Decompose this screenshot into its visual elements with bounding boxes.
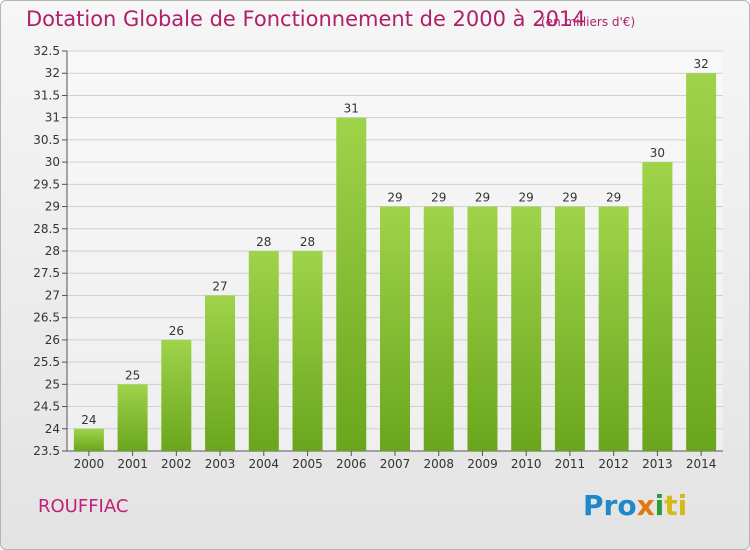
- bar: [73, 428, 104, 451]
- bar-value-label: 29: [431, 191, 446, 205]
- x-tick-label: 2000: [74, 457, 105, 471]
- bar-value-label: 29: [475, 191, 490, 205]
- bar: [161, 339, 192, 451]
- logo-part-2: x: [636, 489, 655, 522]
- bar-value-label: 27: [212, 279, 227, 293]
- bar: [598, 206, 629, 451]
- chart-title: Dotation Globale de Fonctionnement de 20…: [26, 7, 586, 31]
- bar: [511, 206, 542, 451]
- bar-value-label: 31: [344, 102, 359, 116]
- x-tick-label: 2012: [598, 457, 629, 471]
- bar: [117, 384, 148, 451]
- x-tick-label: 2005: [292, 457, 323, 471]
- chart-unit: (en milliers d'€): [541, 15, 636, 29]
- y-tick-label: 31: [45, 111, 60, 125]
- x-tick-label: 2013: [642, 457, 673, 471]
- bar-value-label: 29: [519, 191, 534, 205]
- bar-value-label: 28: [300, 235, 315, 249]
- y-tick-label: 28: [45, 244, 60, 258]
- bar: [380, 206, 410, 451]
- y-tick-label: 32: [45, 66, 60, 80]
- commune-name: ROUFFIAC: [38, 496, 129, 517]
- x-tick-label: 2011: [555, 457, 586, 471]
- x-tick-label: 2003: [205, 457, 236, 471]
- x-tick-label: 2002: [161, 457, 192, 471]
- bar: [642, 162, 673, 451]
- proxiti-logo[interactable]: Proxiti: [583, 489, 687, 522]
- x-tick-label: 2010: [511, 457, 542, 471]
- x-tick-label: 2004: [249, 457, 280, 471]
- y-tick-label: 23.5: [33, 444, 60, 458]
- y-tick-label: 26: [45, 333, 60, 347]
- bar: [467, 206, 498, 451]
- bar: [423, 206, 454, 451]
- x-tick-label: 2007: [380, 457, 411, 471]
- x-tick-label: 2009: [467, 457, 498, 471]
- x-tick-label: 2006: [336, 457, 367, 471]
- y-tick-label: 28.5: [33, 222, 60, 236]
- bar-value-label: 26: [169, 324, 184, 338]
- bar: [205, 295, 236, 451]
- bar-value-label: 30: [650, 146, 665, 160]
- bar: [554, 206, 585, 451]
- bar: [686, 73, 717, 451]
- logo-part-4: ti: [664, 489, 688, 522]
- y-tick-label: 25: [45, 377, 60, 391]
- x-tick-label: 2014: [686, 457, 717, 471]
- logo-part-1: Pro: [583, 489, 637, 522]
- bar-value-label: 29: [606, 191, 621, 205]
- x-tick-label: 2001: [117, 457, 148, 471]
- y-tick-label: 29: [45, 200, 60, 214]
- bar-value-label: 29: [387, 191, 402, 205]
- y-tick-label: 24: [45, 422, 60, 436]
- y-tick-label: 30: [45, 155, 60, 169]
- logo-part-3: i: [654, 489, 665, 522]
- y-tick-label: 24.5: [33, 400, 60, 414]
- bar: [292, 251, 323, 451]
- y-tick-label: 29.5: [33, 177, 60, 191]
- bar-value-label: 29: [562, 191, 577, 205]
- bar-value-label: 25: [125, 368, 140, 382]
- bar: [248, 251, 279, 451]
- y-tick-label: 30.5: [33, 133, 60, 147]
- y-tick-label: 32.5: [33, 44, 60, 58]
- bar-value-label: 24: [81, 413, 96, 427]
- y-tick-label: 31.5: [33, 88, 60, 102]
- bar-value-label: 32: [693, 57, 708, 71]
- y-tick-label: 27: [45, 288, 60, 302]
- y-tick-label: 25.5: [33, 355, 60, 369]
- x-tick-label: 2008: [423, 457, 454, 471]
- y-tick-label: 27.5: [33, 266, 60, 280]
- bar-value-label: 28: [256, 235, 271, 249]
- bar: [336, 117, 367, 452]
- y-tick-label: 26.5: [33, 311, 60, 325]
